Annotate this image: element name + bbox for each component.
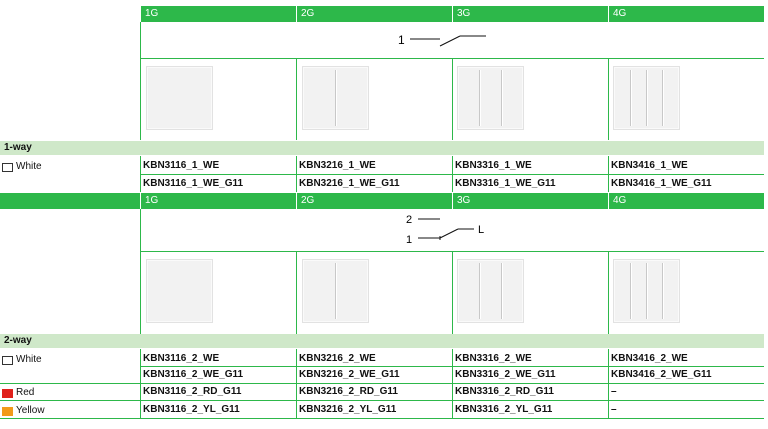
section-label-1way: 1-way (0, 141, 764, 155)
gang-header-1g: 1G (140, 6, 296, 22)
product-code: KBN3116_1_WE_G11 (143, 178, 244, 189)
gang-header-4g: 4G (608, 6, 764, 22)
product-code: KBN3416_2_WE (611, 353, 688, 364)
product-code: KBN3216_2_YL_G11 (299, 404, 397, 415)
product-code: KBN3216_2_WE (299, 353, 376, 364)
switch-plate-2g (302, 259, 369, 323)
section-label-2way: 2-way (0, 334, 764, 348)
product-code: KBN3416_1_WE_G11 (611, 178, 712, 189)
color-label-white: White (2, 353, 42, 367)
switch-plate-1g (146, 259, 213, 323)
gang-header-3g: 3G (452, 6, 608, 22)
gang-header-3g: 3G (452, 193, 608, 209)
gang-header-4g: 4G (608, 193, 764, 209)
product-code: KBN3216_1_WE_G11 (299, 178, 400, 189)
switch-plate-2g (302, 66, 369, 130)
product-code: KBN3316_1_WE (455, 160, 532, 171)
gang-header-2g: 2G (296, 193, 452, 209)
diagram-1way: 1 (140, 22, 764, 58)
product-code: KBN3116_1_WE (143, 160, 220, 171)
product-code: KBN3216_1_WE (299, 160, 376, 171)
two-way-switch-symbol: 2 1 L (406, 214, 484, 246)
product-code: KBN3216_2_WE_G11 (299, 369, 400, 380)
gang-header-1: 1G 2G 3G 4G (140, 6, 764, 22)
diagram-label-1: 1 (398, 33, 405, 47)
color-label-yellow: Yellow (2, 404, 45, 418)
product-code: – (611, 404, 617, 415)
product-code: KBN3116_2_WE (143, 353, 220, 364)
gang-header-1g: 1G (140, 193, 296, 209)
diagram-label-l: L (478, 224, 484, 236)
switch-plate-4g (613, 259, 680, 323)
red-swatch-icon (2, 388, 13, 398)
product-code: – (611, 386, 617, 397)
product-code: KBN3116_2_WE_G11 (143, 369, 244, 380)
switch-plate-3g (457, 259, 524, 323)
product-code: KBN3316_2_RD_G11 (455, 386, 554, 397)
yellow-swatch-icon (2, 406, 13, 416)
white-swatch-icon (2, 162, 13, 172)
product-code: KBN3316_2_YL_G11 (455, 404, 553, 415)
switch-plate-1g (146, 66, 213, 130)
product-code: KBN3116_2_RD_G11 (143, 386, 242, 397)
product-code: KBN3316_2_WE (455, 353, 532, 364)
product-code: KBN3216_2_RD_G11 (299, 386, 398, 397)
switch-plate-4g (613, 66, 680, 130)
diagram-label-1: 1 (406, 234, 412, 246)
diagram-label-2: 2 (406, 214, 412, 226)
product-code: KBN3416_1_WE (611, 160, 688, 171)
gang-header-row-2: 1G 2G 3G 4G (0, 193, 764, 209)
one-way-switch-symbol: 1 (398, 33, 486, 47)
color-label-white: White (2, 160, 42, 174)
product-code: KBN3116_2_YL_G11 (143, 404, 240, 415)
product-code: KBN3416_2_WE_G11 (611, 369, 712, 380)
white-swatch-icon (2, 355, 13, 365)
diagram-2way: 2 1 L (140, 209, 764, 251)
product-code: KBN3316_2_WE_G11 (455, 369, 556, 380)
color-label-red: Red (2, 386, 34, 400)
product-code: KBN3316_1_WE_G11 (455, 178, 556, 189)
switch-plate-3g (457, 66, 524, 130)
gang-header-2g: 2G (296, 6, 452, 22)
